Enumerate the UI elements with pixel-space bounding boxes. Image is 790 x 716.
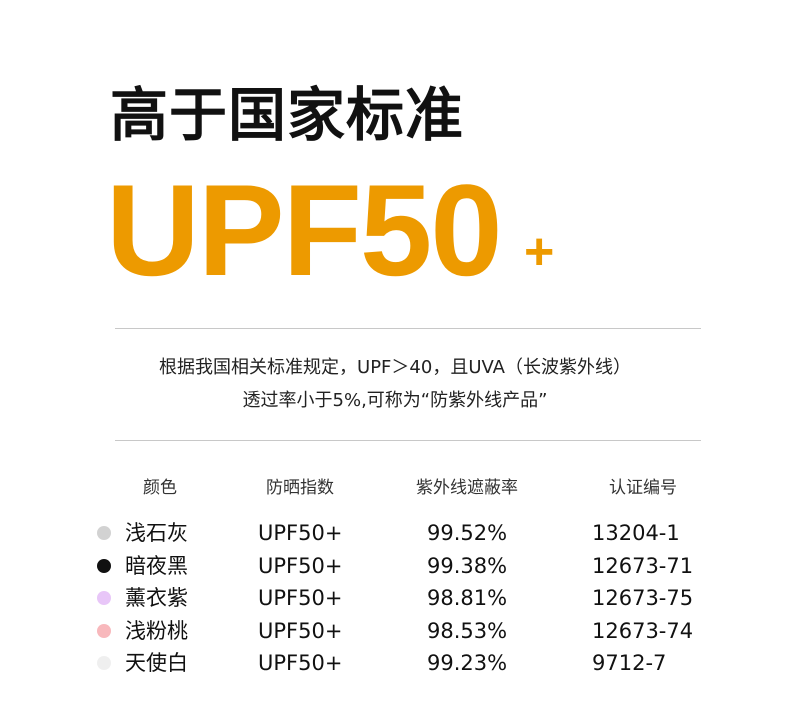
color-name: 浅粉桃: [125, 618, 188, 643]
divider-bottom: [115, 440, 701, 441]
rate-value: 98.81%: [427, 586, 508, 610]
color-swatch: [97, 558, 111, 573]
header-color: 颜色: [143, 478, 177, 498]
header-rate: 紫外线遮蔽率: [416, 478, 518, 498]
description-line-2: 透过率小于5%,可称为“防紫外线产品”: [242, 390, 548, 411]
rate-value: 99.23%: [427, 651, 508, 675]
upf-value: UPF50+: [258, 521, 343, 545]
color-name: 浅石灰: [125, 521, 188, 545]
color-swatch: [97, 526, 111, 540]
table-row: 天使白 UPF50+ 99.23% 9712-7: [0, 647, 790, 679]
upf-plus-sign: +: [524, 223, 555, 281]
upf-headline: UPF50: [106, 157, 503, 303]
header-cert: 认证编号: [609, 478, 677, 498]
divider-top: [115, 328, 701, 329]
table-row: 浅石灰 UPF50+ 99.52% 13204-1: [0, 517, 790, 549]
cert-number: 13204-1: [592, 521, 680, 545]
rate-value: 99.52%: [427, 521, 508, 545]
color-swatch: [97, 591, 111, 605]
cert-number: 9712-7: [592, 651, 667, 675]
color-name: 暗夜黑: [125, 553, 188, 578]
rate-value: 98.53%: [427, 618, 508, 643]
table-row: 暗夜黑 UPF50+ 99.38% 12673-71: [0, 550, 790, 582]
color-swatch: [97, 656, 111, 670]
page-title: 高于国家标准: [110, 81, 465, 149]
color-swatch: [97, 623, 111, 638]
cert-number: 12673-75: [592, 586, 694, 610]
color-name: 天使白: [125, 651, 188, 675]
upf-value: UPF50+: [258, 553, 343, 578]
upf-value: UPF50+: [258, 651, 343, 675]
header-upf: 防晒指数: [266, 478, 334, 498]
cert-number: 12673-71: [592, 553, 694, 578]
color-name: 薰衣紫: [125, 586, 188, 610]
table-row: 浅粉桃 UPF50+ 98.53% 12673-74: [0, 615, 790, 647]
table-row: 薰衣紫 UPF50+ 98.81% 12673-75: [0, 582, 790, 614]
upf-value: UPF50+: [258, 586, 343, 610]
description-line-1: 根据我国相关标准规定，UPF＞40，且UVA（长波紫外线）: [159, 357, 631, 378]
cert-number: 12673-74: [592, 618, 694, 643]
upf-value: UPF50+: [258, 618, 343, 643]
rate-value: 99.38%: [427, 553, 508, 578]
